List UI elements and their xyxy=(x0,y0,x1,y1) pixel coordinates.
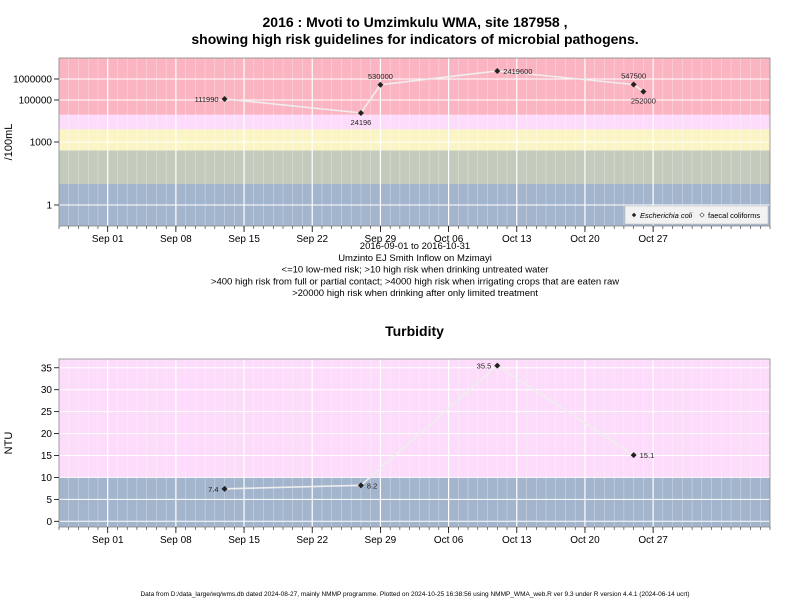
data-label: 8.2 xyxy=(367,481,377,490)
x-tick-label: Sep 08 xyxy=(160,535,192,546)
footer-note: Data from D:/data_large/wq/wms.db dated … xyxy=(140,591,689,598)
panel-title: Turbidity xyxy=(385,323,444,339)
chart-title-line2: showing high risk guidelines for indicat… xyxy=(191,31,638,47)
x-tick-label: Sep 22 xyxy=(296,535,328,546)
y-tick-label: 0 xyxy=(46,517,52,528)
data-point xyxy=(630,452,637,459)
x-tick-label: Oct 27 xyxy=(638,535,668,546)
series-line xyxy=(224,364,635,490)
data-point xyxy=(221,485,228,492)
x-tick-label: Oct 20 xyxy=(570,234,600,245)
data-label: 2419600 xyxy=(503,67,532,76)
x-tick-label: Sep 29 xyxy=(365,535,397,546)
x-tick-label: Oct 13 xyxy=(502,234,532,245)
data-point xyxy=(357,109,364,116)
data-label: 35.5 xyxy=(477,362,492,371)
legend-label-ecoli: Escherichia coli xyxy=(640,211,692,220)
x-tick-label: Sep 08 xyxy=(160,234,192,245)
data-point xyxy=(377,81,384,88)
y-axis-label: /100mL xyxy=(3,124,15,161)
data-label: 15.1 xyxy=(640,451,655,460)
subtitle-line: >400 high risk from full or partial cont… xyxy=(211,276,619,287)
legend-marker-faecal xyxy=(699,212,705,218)
data-label: 7.4 xyxy=(208,485,218,494)
x-tick-label: Sep 01 xyxy=(92,535,124,546)
data-point xyxy=(630,81,637,88)
data-point xyxy=(357,482,364,489)
x-tick-label: Sep 15 xyxy=(228,234,260,245)
y-tick-label: 25 xyxy=(41,407,53,418)
data-label: 111990 xyxy=(195,95,219,104)
y-tick-label: 5 xyxy=(46,495,52,506)
x-tick-label: Sep 29 xyxy=(365,234,397,245)
subtitle-line: Umzinto EJ Smith Inflow on Mzimayi xyxy=(338,253,492,264)
subtitle-line: <=10 low-med risk; >10 high risk when dr… xyxy=(282,265,549,276)
x-tick-label: Sep 22 xyxy=(296,234,328,245)
x-tick-label: Oct 13 xyxy=(502,535,532,546)
subtitle-line: >20000 high risk when drinking after onl… xyxy=(292,288,538,299)
y-tick-label: 100000 xyxy=(19,96,53,107)
x-tick-label: Oct 06 xyxy=(434,234,464,245)
legend: Escherichia coli faecal coliforms xyxy=(624,205,769,225)
x-tick-label: Oct 27 xyxy=(638,234,668,245)
x-tick-label: Oct 06 xyxy=(434,535,464,546)
risk-band xyxy=(59,477,770,527)
risk-band xyxy=(59,114,770,130)
turbidity-panel: 0 5 10 15 20 25 30 35 Sep 01 Sep 08 Sep 15 Sep 22 Se… xyxy=(3,323,771,546)
legend-marker-ecoli xyxy=(631,212,637,218)
risk-band xyxy=(59,359,770,478)
risk-band xyxy=(59,129,770,151)
chart-title-line1: 2016 : Mvoti to Umzimkulu WMA, site 1879… xyxy=(263,14,568,30)
y-tick-label: 30 xyxy=(41,385,53,396)
data-label: 547500 xyxy=(621,71,646,80)
y-tick-label: 35 xyxy=(41,363,53,374)
risk-band xyxy=(59,150,770,184)
data-point xyxy=(221,95,228,102)
data-point xyxy=(640,88,647,95)
data-label: 252000 xyxy=(631,97,656,106)
data-point xyxy=(494,67,501,74)
data-label: 24196 xyxy=(351,118,372,127)
y-tick-label: 1 xyxy=(46,201,52,212)
y-tick-label: 1000 xyxy=(30,138,53,149)
y-tick-label: 1000000 xyxy=(13,75,52,86)
legend-box xyxy=(624,205,769,225)
x-tick-label: Sep 01 xyxy=(92,234,124,245)
subtitle-line: 2016-09-01 to 2016-10-31 xyxy=(360,241,470,252)
y-axis-label: NTU xyxy=(3,432,15,455)
legend-label-faecal: faecal coliforms xyxy=(708,211,760,220)
plot-frame xyxy=(58,358,771,528)
risk-band xyxy=(59,58,770,115)
ecoli-panel: 1 1000 100000 1000000 Sep 01 Sep 08 Sep 15 Sep … xyxy=(3,57,771,245)
y-tick-label: 10 xyxy=(41,473,53,484)
data-label: 530000 xyxy=(368,72,393,81)
y-tick-label: 15 xyxy=(41,451,53,462)
data-point xyxy=(494,362,501,369)
x-tick-label: Sep 15 xyxy=(228,535,260,546)
x-tick-label: Oct 20 xyxy=(570,535,600,546)
y-tick-label: 20 xyxy=(41,429,53,440)
